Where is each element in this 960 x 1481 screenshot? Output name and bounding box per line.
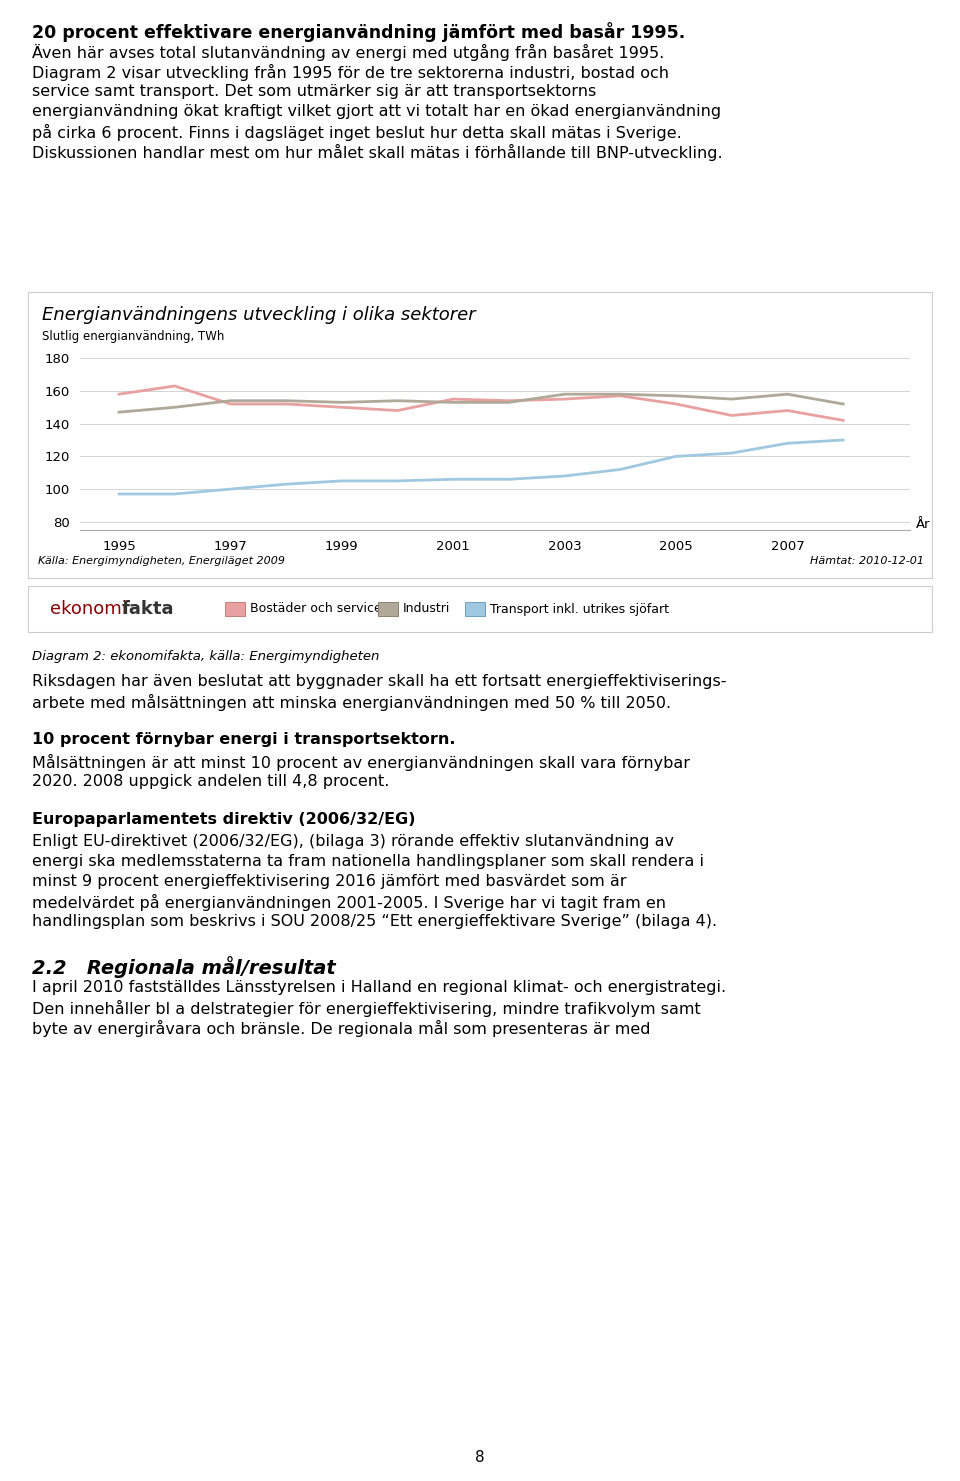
Bar: [28, 292, 932, 578]
Text: medelvärdet på energianvändningen 2001-2005. I Sverige har vi tagit fram en: medelvärdet på energianvändningen 2001-2…: [32, 895, 666, 911]
Text: på cirka 6 procent. Finns i dagsläget inget beslut hur detta skall mätas i Sveri: på cirka 6 procent. Finns i dagsläget in…: [32, 124, 682, 141]
Bar: [465, 601, 485, 616]
Text: minst 9 procent energieffektivisering 2016 jämfört med basvärdet som är: minst 9 procent energieffektivisering 20…: [32, 874, 627, 889]
Text: Diagram 2: ekonomifakta, källa: Energimyndigheten: Diagram 2: ekonomifakta, källa: Energimy…: [32, 650, 379, 663]
Text: handlingsplan som beskrivs i SOU 2008/25 “Ett energieffektivare Sverige” (bilaga: handlingsplan som beskrivs i SOU 2008/25…: [32, 914, 717, 929]
Text: Riksdagen har även beslutat att byggnader skall ha ett fortsatt energieffektivis: Riksdagen har även beslutat att byggnade…: [32, 674, 727, 689]
Text: Slutlig energianvändning, TWh: Slutlig energianvändning, TWh: [42, 330, 225, 344]
Text: energi ska medlemsstaterna ta fram nationella handlingsplaner som skall rendera : energi ska medlemsstaterna ta fram natio…: [32, 855, 704, 869]
Text: Europaparlamentets direktiv (2006/32/EG): Europaparlamentets direktiv (2006/32/EG): [32, 812, 416, 826]
Text: Transport inkl. utrikes sjöfart: Transport inkl. utrikes sjöfart: [490, 603, 669, 616]
Text: energianvändning ökat kraftigt vilket gjort att vi totalt har en ökad energianvä: energianvändning ökat kraftigt vilket gj…: [32, 104, 721, 118]
Text: Källa: Energimyndigheten, Energiläget 2009: Källa: Energimyndigheten, Energiläget 20…: [38, 555, 285, 566]
Text: fakta: fakta: [122, 600, 175, 618]
Bar: [28, 586, 932, 632]
Text: Energianvändningens utveckling i olika sektorer: Energianvändningens utveckling i olika s…: [42, 307, 475, 324]
Bar: [378, 601, 398, 616]
Text: ekonomi: ekonomi: [50, 600, 127, 618]
Text: 2020. 2008 uppgick andelen till 4,8 procent.: 2020. 2008 uppgick andelen till 4,8 proc…: [32, 775, 390, 789]
Text: arbete med målsättningen att minska energianvändningen med 50 % till 2050.: arbete med målsättningen att minska ener…: [32, 695, 671, 711]
Bar: [225, 601, 245, 616]
Text: Diskussionen handlar mest om hur målet skall mätas i förhållande till BNP-utveck: Diskussionen handlar mest om hur målet s…: [32, 144, 723, 161]
Text: År: År: [916, 518, 930, 532]
Text: Även här avses total slutanvändning av energi med utgång från basåret 1995.: Även här avses total slutanvändning av e…: [32, 44, 664, 61]
Text: Diagram 2 visar utveckling från 1995 för de tre sektorerna industri, bostad och: Diagram 2 visar utveckling från 1995 för…: [32, 64, 669, 81]
Text: Industri: Industri: [403, 603, 450, 616]
Text: byte av energiråvara och bränsle. De regionala mål som presenteras är med: byte av energiråvara och bränsle. De reg…: [32, 1020, 651, 1037]
Text: 2.2   Regionala mål/resultat: 2.2 Regionala mål/resultat: [32, 957, 336, 977]
Text: service samt transport. Det som utmärker sig är att transportsektorns: service samt transport. Det som utmärker…: [32, 84, 596, 99]
Text: 8: 8: [475, 1450, 485, 1465]
Text: Hämtat: 2010-12-01: Hämtat: 2010-12-01: [810, 555, 924, 566]
Text: Målsättningen är att minst 10 procent av energianvändningen skall vara förnybar: Målsättningen är att minst 10 procent av…: [32, 754, 690, 772]
Text: Den innehåller bl a delstrategier för energieffektivisering, mindre trafikvolym : Den innehåller bl a delstrategier för en…: [32, 1000, 701, 1017]
Text: I april 2010 fastställdes Länsstyrelsen i Halland en regional klimat- och energi: I april 2010 fastställdes Länsstyrelsen …: [32, 980, 726, 995]
Text: 10 procent förnybar energi i transportsektorn.: 10 procent förnybar energi i transportse…: [32, 732, 455, 746]
Text: Bostäder och service: Bostäder och service: [250, 603, 382, 616]
Text: Enligt EU-direktivet (2006/32/EG), (bilaga 3) rörande effektiv slutanvändning av: Enligt EU-direktivet (2006/32/EG), (bila…: [32, 834, 674, 849]
Text: 20 procent effektivare energianvändning jämfört med basår 1995.: 20 procent effektivare energianvändning …: [32, 22, 685, 41]
